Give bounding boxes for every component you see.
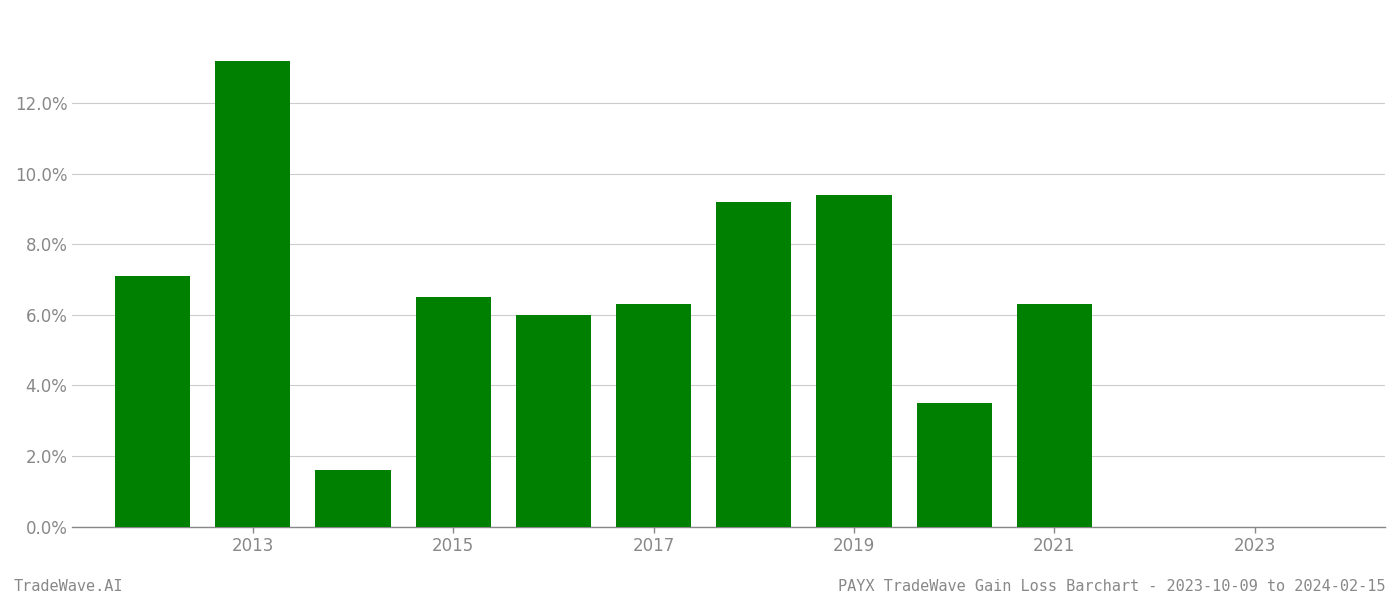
Bar [616, 304, 692, 527]
Bar [1016, 304, 1092, 527]
Bar [416, 297, 491, 527]
Bar [515, 315, 591, 527]
Bar [216, 61, 290, 527]
Bar [917, 403, 991, 527]
Text: PAYX TradeWave Gain Loss Barchart - 2023-10-09 to 2024-02-15: PAYX TradeWave Gain Loss Barchart - 2023… [839, 579, 1386, 594]
Bar [315, 470, 391, 527]
Bar [717, 202, 791, 527]
Text: TradeWave.AI: TradeWave.AI [14, 579, 123, 594]
Bar [115, 276, 190, 527]
Bar [816, 195, 892, 527]
